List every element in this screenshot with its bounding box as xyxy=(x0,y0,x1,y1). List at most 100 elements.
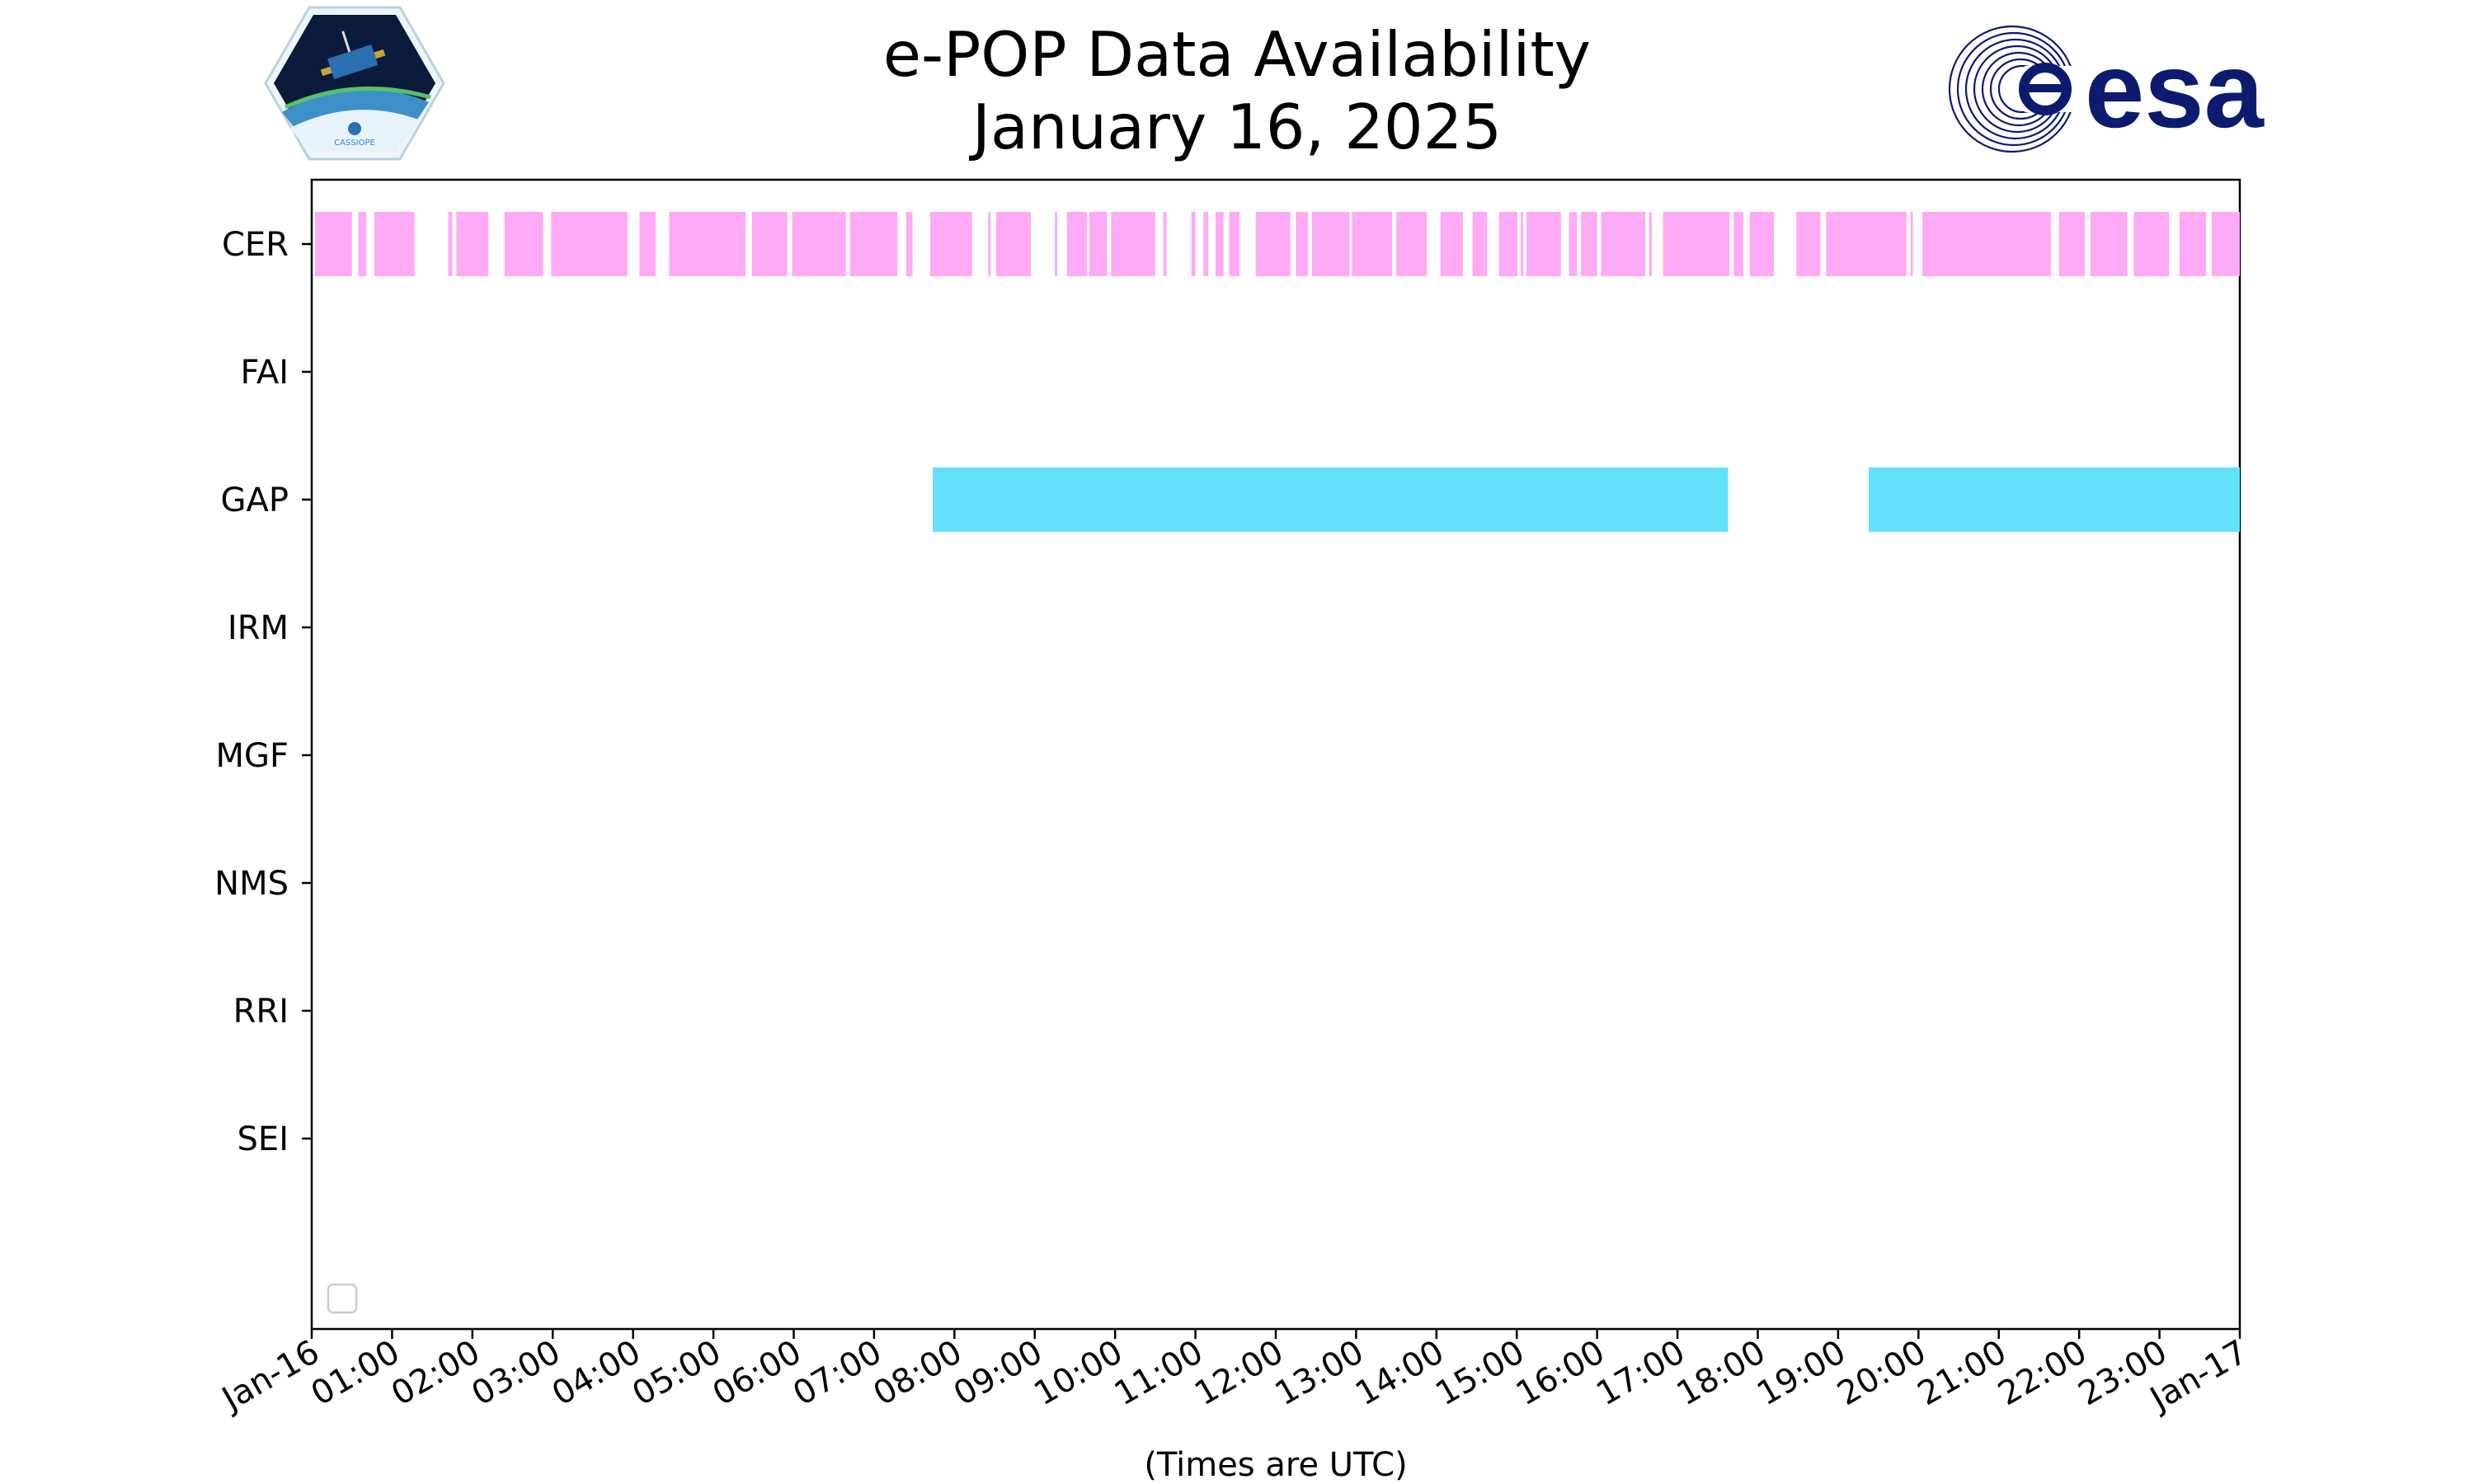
x-tick-label-10-00: 10:00 xyxy=(1028,1333,1129,1413)
y-tick-label-sei: SEI xyxy=(238,1120,289,1158)
x-tick-label-08-00: 08:00 xyxy=(867,1333,968,1413)
availability-bar-cer-5 xyxy=(504,212,543,276)
availability-bar-cer-12 xyxy=(905,212,913,276)
availability-bar-cer-41 xyxy=(1733,212,1743,276)
availability-bar-cer-44 xyxy=(1826,212,1907,276)
availability-bar-cer-51 xyxy=(2211,212,2240,276)
x-tick-label-20-00: 20:00 xyxy=(1831,1333,1932,1413)
availability-bar-cer-8 xyxy=(669,212,746,276)
availability-bar-cer-49 xyxy=(2133,212,2170,276)
availability-bar-cer-3 xyxy=(448,212,453,276)
availability-bar-cer-14 xyxy=(988,212,991,276)
availability-bar-cer-48 xyxy=(2090,212,2128,276)
x-tick-label-13-00: 13:00 xyxy=(1269,1333,1371,1413)
x-tick-label-09-00: 09:00 xyxy=(948,1333,1049,1413)
availability-bar-cer-43 xyxy=(1796,212,1821,276)
x-tick-label-16-00: 16:00 xyxy=(1510,1333,1611,1413)
availability-bar-cer-2 xyxy=(374,212,415,276)
y-axis: CER FAI GAP IRM MGF NMS RRI SEI xyxy=(214,226,312,1158)
x-tick-label-02-00: 02:00 xyxy=(385,1333,487,1413)
cassiope-logo-text: CASSIOPE xyxy=(334,139,375,148)
availability-bar-gap-1 xyxy=(1868,467,2240,532)
x-axis-label: (Times are UTC) xyxy=(1144,1446,1407,1484)
x-tick-label-21-00: 21:00 xyxy=(1912,1333,2013,1413)
availability-bar-cer-13 xyxy=(930,212,972,276)
empty-legend-box xyxy=(327,1283,358,1314)
availability-bar-cer-27 xyxy=(1296,212,1308,276)
availability-bar-cer-6 xyxy=(551,212,628,276)
availability-bar-cer-17 xyxy=(1066,212,1088,276)
availability-bar-cer-28 xyxy=(1311,212,1350,276)
esa-logo-icon: esa xyxy=(1948,25,2265,153)
availability-bar-cer-1 xyxy=(358,212,367,276)
availability-bar-cer-11 xyxy=(849,212,898,276)
title-line-2: January 16, 2025 xyxy=(971,91,1503,163)
availability-bar-cer-10 xyxy=(792,212,846,276)
availability-bar-cer-46 xyxy=(1922,212,2052,276)
availability-bar-cer-0 xyxy=(314,212,352,276)
y-tick-label-fai: FAI xyxy=(241,354,289,392)
availability-bar-cer-45 xyxy=(1910,212,1913,276)
availability-bar-cer-34 xyxy=(1521,212,1524,276)
title-line-1: e-POP Data Availability xyxy=(882,18,1592,91)
availability-bar-cer-25 xyxy=(1229,212,1240,276)
availability-bar-gap-0 xyxy=(933,467,1729,532)
plot-area xyxy=(310,178,2241,1331)
y-tick-label-cer: CER xyxy=(222,226,289,264)
x-tick-label-19-00: 19:00 xyxy=(1751,1333,1852,1413)
availability-bar-cer-47 xyxy=(2058,212,2085,276)
y-tick-label-nms: NMS xyxy=(214,865,289,903)
x-tick-label-12-00: 12:00 xyxy=(1188,1333,1290,1413)
availability-bar-cer-30 xyxy=(1396,212,1427,276)
availability-bar-cer-33 xyxy=(1498,212,1518,276)
availability-bar-cer-16 xyxy=(1055,212,1058,276)
x-tick-label-11-00: 11:00 xyxy=(1108,1333,1210,1413)
availability-bar-cer-23 xyxy=(1203,212,1209,276)
x-tick-label-07-00: 07:00 xyxy=(787,1333,888,1413)
x-tick-label-03-00: 03:00 xyxy=(465,1333,567,1413)
availability-bar-cer-20 xyxy=(1115,212,1155,276)
y-tick-label-irm: IRM xyxy=(228,609,289,647)
x-tick-label-01-00: 01:00 xyxy=(305,1333,407,1413)
availability-bar-cer-37 xyxy=(1581,212,1597,276)
availability-bar-cer-42 xyxy=(1749,212,1774,276)
availability-bar-cer-24 xyxy=(1215,212,1224,276)
availability-bar-cer-29 xyxy=(1352,212,1393,276)
x-tick-label-15-00: 15:00 xyxy=(1429,1333,1531,1413)
esa-logo-text: esa xyxy=(2085,30,2265,150)
x-tick-label-jan-16: Jan-16 xyxy=(214,1333,326,1420)
availability-bar-cer-4 xyxy=(456,212,489,276)
availability-bar-cer-7 xyxy=(639,212,656,276)
availability-bar-cer-39 xyxy=(1649,212,1652,276)
bars-layer xyxy=(314,212,2240,532)
availability-bar-cer-31 xyxy=(1440,212,1463,276)
availability-bar-cer-9 xyxy=(751,212,788,276)
plot-frame xyxy=(310,178,2241,1331)
availability-bar-cer-22 xyxy=(1191,212,1196,276)
y-tick-label-gap: GAP xyxy=(221,481,289,519)
cassiope-logo-icon: CASSIOPE xyxy=(264,6,445,161)
y-tick-label-mgf: MGF xyxy=(215,737,289,775)
availability-bar-cer-32 xyxy=(1472,212,1488,276)
availability-bar-cer-18 xyxy=(1089,212,1108,276)
x-tick-label-06-00: 06:00 xyxy=(707,1333,808,1413)
availability-bar-cer-35 xyxy=(1526,212,1561,276)
x-axis: Jan-1601:0002:0003:0004:0005:0006:0007:0… xyxy=(214,1329,2254,1420)
availability-bar-cer-19 xyxy=(1111,212,1116,276)
chart-title: e-POP Data Availability January 16, 2025 xyxy=(0,18,2474,163)
availability-bar-cer-26 xyxy=(1255,212,1291,276)
x-tick-label-22-00: 22:00 xyxy=(1992,1333,2093,1413)
availability-bar-cer-40 xyxy=(1663,212,1730,276)
availability-bar-cer-21 xyxy=(1163,212,1167,276)
availability-bar-cer-50 xyxy=(2179,212,2207,276)
x-tick-label-18-00: 18:00 xyxy=(1671,1333,1772,1413)
x-tick-label-04-00: 04:00 xyxy=(546,1333,647,1413)
x-tick-label-17-00: 17:00 xyxy=(1590,1333,1691,1413)
availability-bar-cer-38 xyxy=(1601,212,1646,276)
availability-bar-cer-15 xyxy=(995,212,1031,276)
availability-bar-cer-36 xyxy=(1569,212,1578,276)
x-tick-label-14-00: 14:00 xyxy=(1349,1333,1451,1413)
x-tick-label-05-00: 05:00 xyxy=(626,1333,727,1413)
y-tick-label-rri: RRI xyxy=(233,993,289,1031)
